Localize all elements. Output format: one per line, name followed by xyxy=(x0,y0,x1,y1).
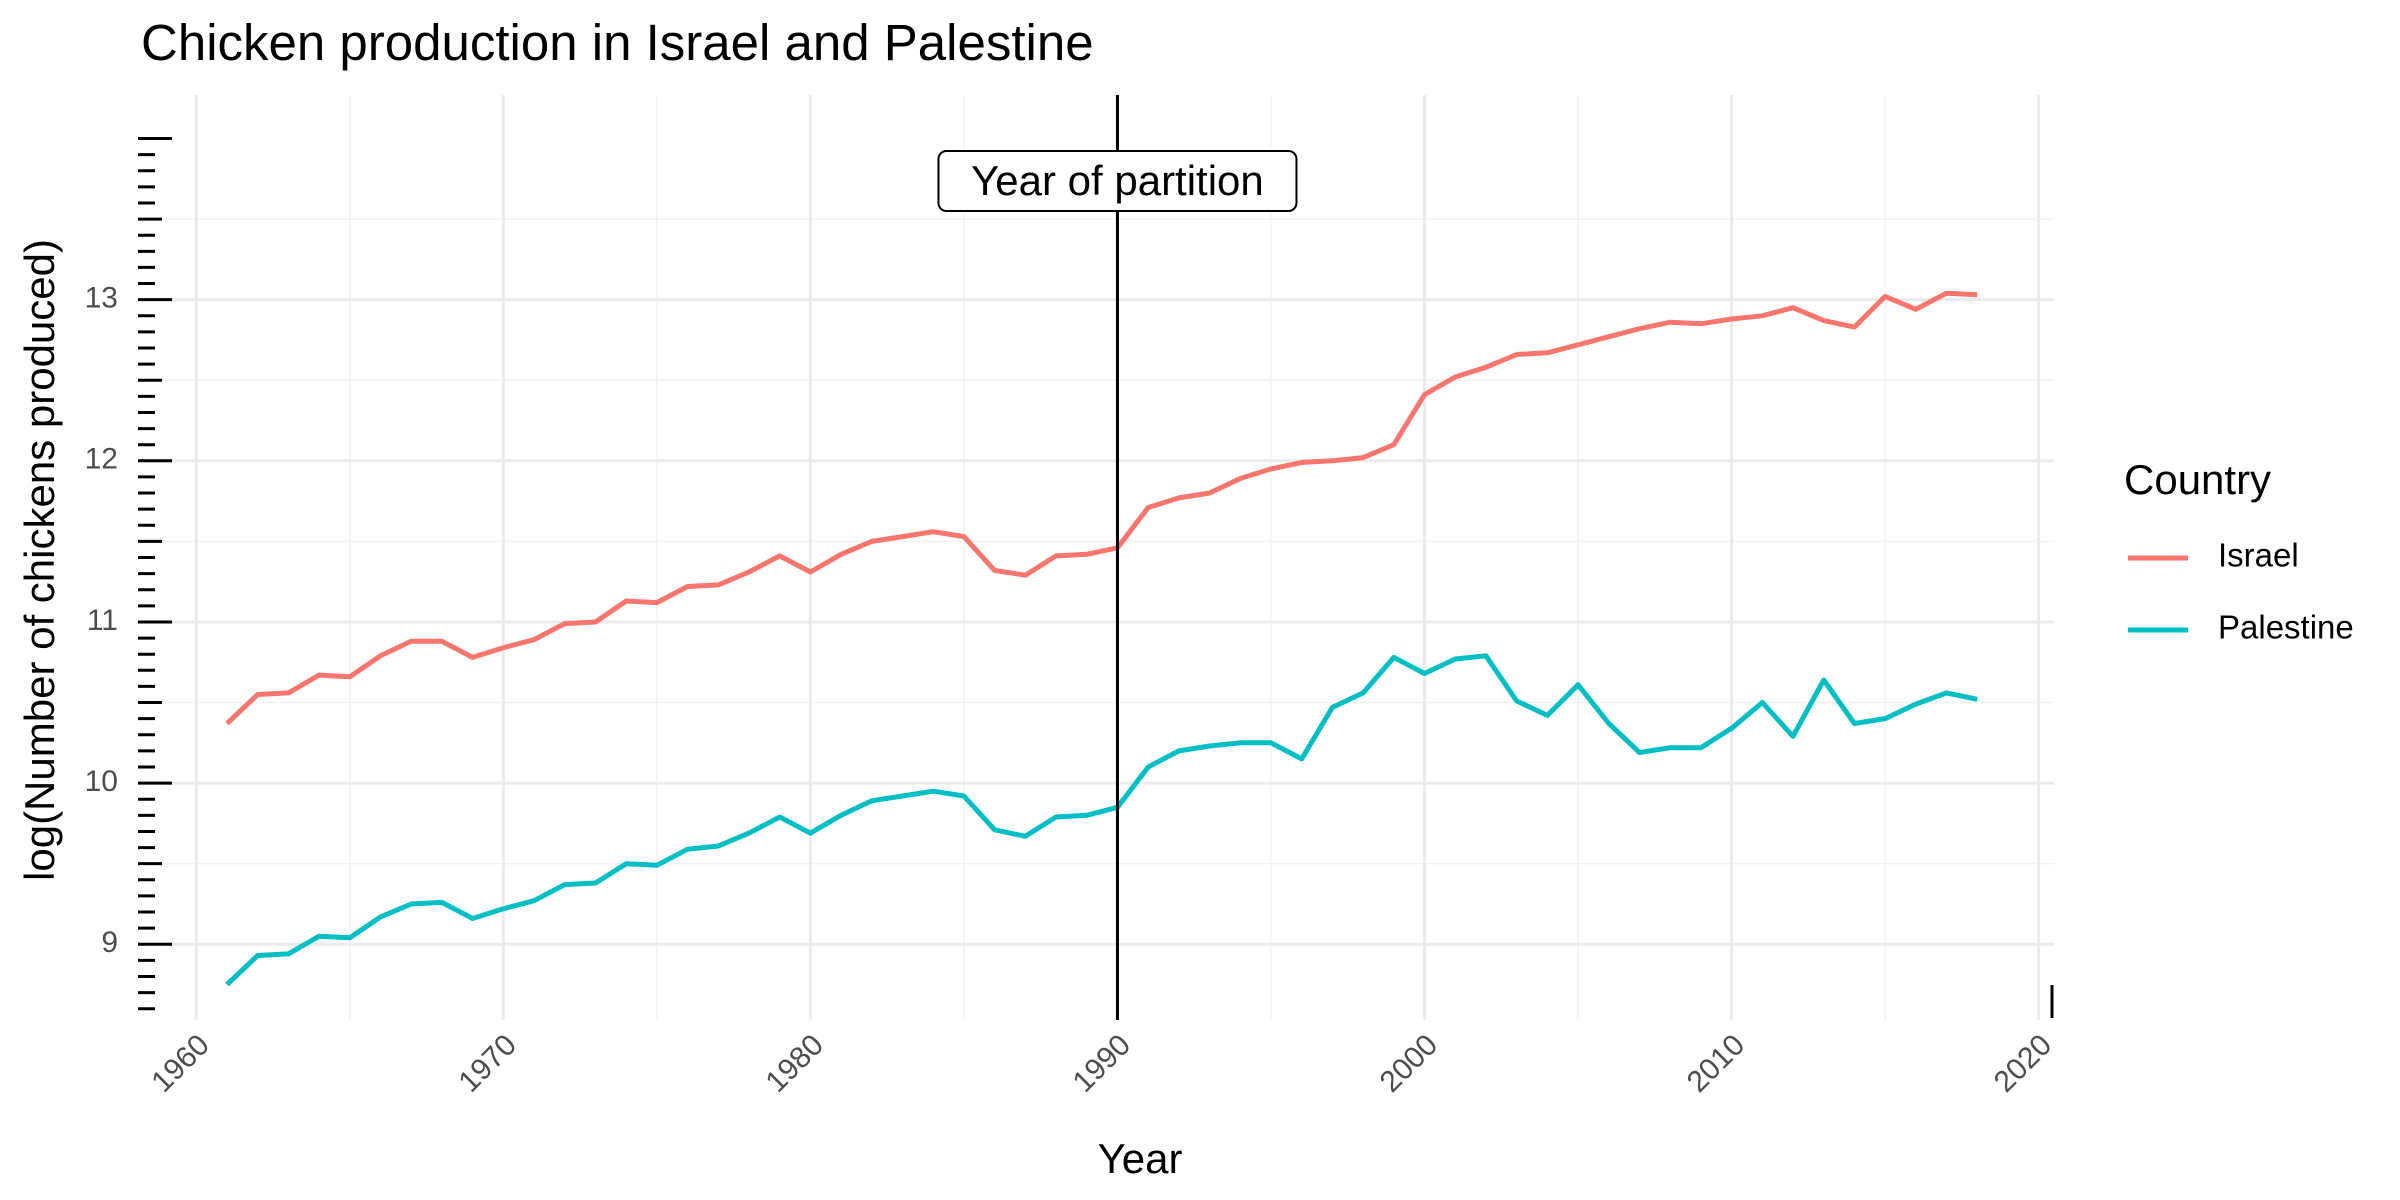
x-tick-label: 1980 xyxy=(760,1028,831,1099)
y-tick-label: 13 xyxy=(85,282,118,315)
y-tick-label: 12 xyxy=(85,443,118,476)
series-line-palestine xyxy=(225,653,1978,987)
y-axis-rug xyxy=(138,137,2054,1018)
annotation: Year of partition xyxy=(937,95,1298,1020)
legend-title: Country xyxy=(2124,456,2271,503)
series-lines xyxy=(225,290,1978,987)
y-tick-label: 10 xyxy=(85,765,118,798)
y-axis-title: log(Number of chickens produced) xyxy=(16,239,63,881)
x-tick-label: 2020 xyxy=(1988,1028,2059,1099)
y-tick-label: 9 xyxy=(101,926,118,959)
minor-gridlines xyxy=(141,95,2054,1020)
y-tick-label: 11 xyxy=(87,604,118,637)
annotation-label: Year of partition xyxy=(971,157,1264,204)
major-gridlines xyxy=(141,95,2054,1020)
chart-title: Chicken production in Israel and Palesti… xyxy=(141,14,1094,71)
x-axis-tick-labels: 1960 1970 1980 1990 2000 2010 2020 xyxy=(145,1028,2058,1099)
x-tick-label: 2000 xyxy=(1374,1028,1445,1099)
legend: Country Israel Palestine xyxy=(2124,456,2354,646)
x-tick-label: 1960 xyxy=(145,1028,216,1099)
x-axis-title: Year xyxy=(1098,1135,1183,1182)
legend-items: Israel Palestine xyxy=(2128,537,2354,646)
x-tick-label: 2010 xyxy=(1681,1028,1752,1099)
x-tick-label: 1970 xyxy=(452,1028,523,1099)
legend-label-palestine: Palestine xyxy=(2218,609,2354,646)
legend-label-israel: Israel xyxy=(2218,537,2299,574)
series-line-israel xyxy=(225,290,1978,726)
y-axis-tick-labels: 9 10 11 12 13 xyxy=(85,282,118,960)
x-tick-label: 1990 xyxy=(1067,1028,1138,1099)
annotation-box xyxy=(937,150,1298,212)
